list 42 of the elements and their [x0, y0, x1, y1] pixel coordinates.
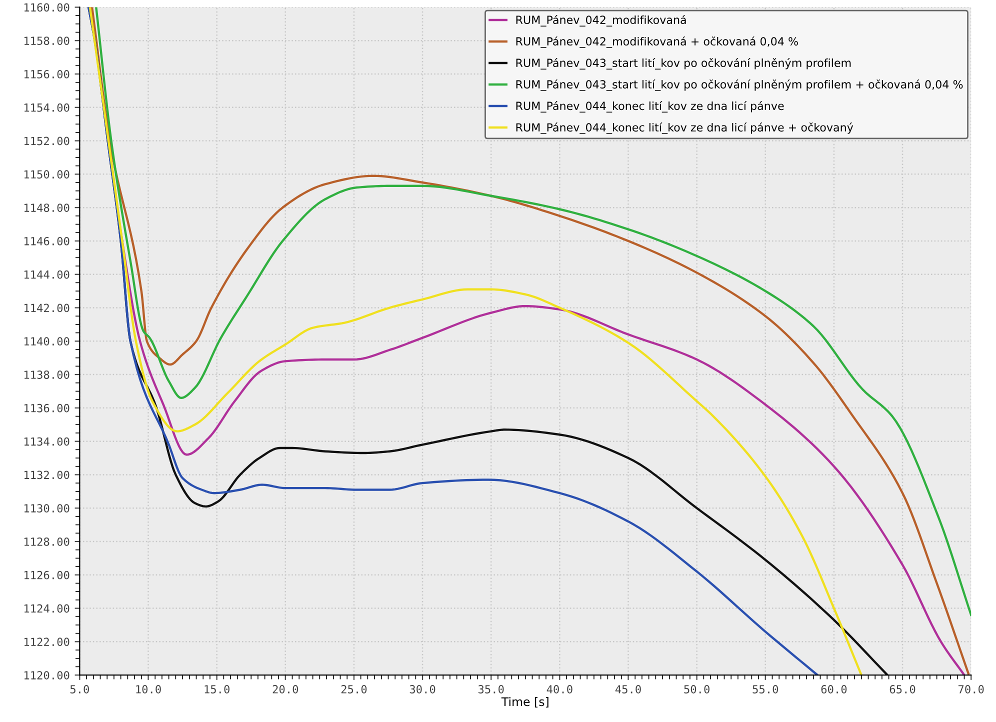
y-tick-label: 1126.00 — [24, 570, 70, 580]
x-tick-label: 35.0 — [478, 685, 504, 694]
x-tick-label: 25.0 — [341, 685, 367, 694]
y-tick-label: 1154.00 — [24, 103, 70, 112]
y-tick-label: 1132.00 — [24, 470, 70, 480]
y-tick-label: 1128.00 — [24, 538, 70, 546]
legend-label: RUM_Pánev_044_konec lití_kov ze dna licí pánve — [516, 101, 784, 113]
x-axis-title: Time [s] — [501, 696, 548, 708]
y-tick-label: 1144.00 — [24, 270, 70, 279]
x-tick-label: 70.0 — [958, 685, 984, 694]
y-tick-label: 1138.00 — [24, 370, 70, 379]
y-tick-label: 1140.00 — [24, 337, 70, 346]
y-tick-label: 1130.00 — [24, 504, 70, 513]
legend-label: RUM_Pánev_044_konec lití_kov ze dna licí pánve + očkovaný — [516, 122, 854, 134]
y-tick-label: 1156.00 — [24, 70, 70, 78]
y-tick-label: 1158.00 — [24, 36, 70, 46]
x-tick-label: 30.0 — [410, 685, 436, 694]
x-tick-label: 40.0 — [546, 685, 572, 694]
y-tick-label: 1134.00 — [24, 437, 70, 446]
x-tick-label: 45.0 — [615, 685, 641, 694]
x-tick-label: 65.0 — [890, 685, 916, 694]
x-tick-label: 60.0 — [821, 685, 847, 694]
legend-label: RUM_Pánev_042_modifikovaná — [516, 15, 686, 27]
y-tick-label: 1122.00 — [24, 638, 70, 646]
x-tick-label: 15.0 — [204, 685, 230, 694]
y-tick-label: 1120.00 — [24, 671, 70, 680]
x-tick-label: 50.0 — [684, 685, 710, 694]
legend-label: RUM_Pánev_043_start lití_kov po očkování plněným profilem + očkovaná 0,04 % — [516, 80, 963, 92]
x-tick-label: 20.0 — [272, 685, 298, 694]
legend-label: RUM_Pánev_043_start lití_kov po očkování plněným profilem — [516, 58, 851, 70]
x-tick-label: 5.0 — [70, 685, 89, 694]
y-tick-label: 1142.00 — [24, 304, 70, 312]
x-tick-label: 10.0 — [136, 685, 161, 694]
y-tick-label: 1148.00 — [24, 204, 70, 212]
y-tick-label: 1146.00 — [24, 236, 70, 246]
y-tick-label: 1160.00 — [24, 3, 70, 12]
x-tick-label: 55.0 — [752, 685, 778, 694]
y-tick-label: 1150.00 — [24, 170, 70, 179]
legend-label: RUM_Pánev_042_modifikovaná + očkovaná 0,04 % — [516, 36, 798, 48]
y-tick-label: 1152.00 — [24, 136, 70, 146]
y-tick-label: 1136.00 — [24, 404, 70, 412]
y-tick-label: 1124.00 — [24, 604, 70, 613]
